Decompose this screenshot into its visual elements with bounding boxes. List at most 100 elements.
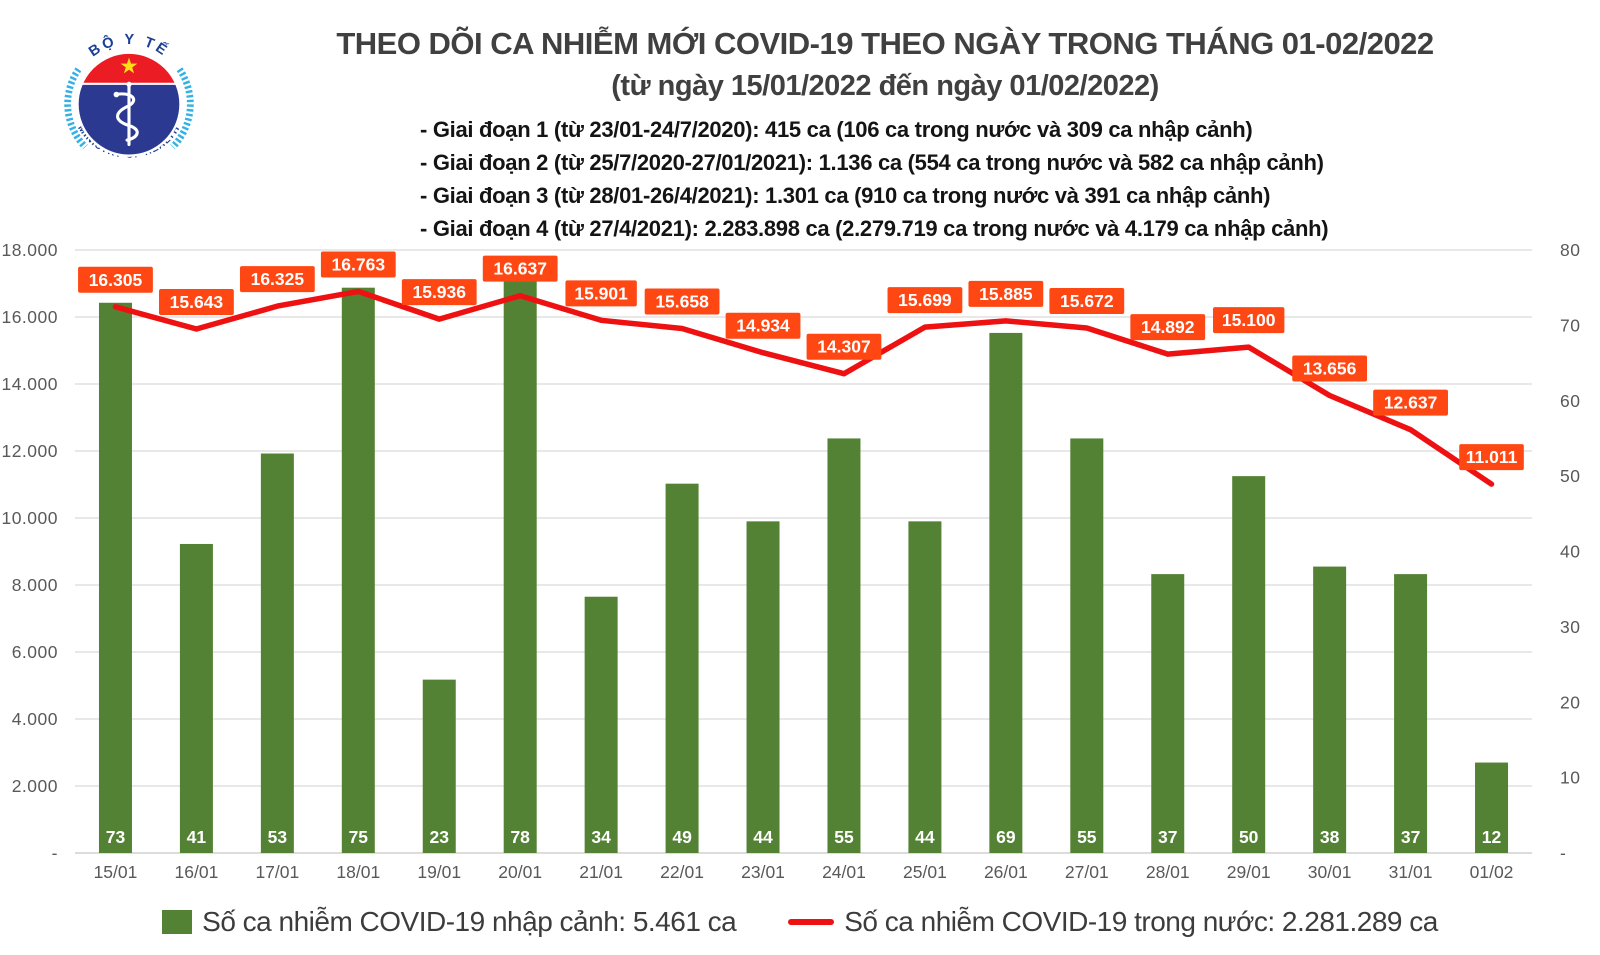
bar-series-swatch [162, 910, 193, 934]
line-value-callout [565, 280, 637, 307]
right-axis-tick-label: 50 [1560, 466, 1580, 486]
bar-value-label: 50 [1239, 827, 1259, 847]
logo-right-arc-decoration [170, 67, 194, 150]
left-axis-tick-label: 12.000 [1, 441, 58, 461]
line-value-label: 14.934 [736, 316, 790, 336]
line-value-label: 15.885 [979, 284, 1033, 304]
legend-item-imported: Số ca nhiễm COVID-19 nhập cảnh: 5.461 ca [162, 906, 737, 938]
bar-value-label: 55 [834, 827, 854, 847]
line-value-label: 13.656 [1303, 359, 1357, 379]
line-value-label: 12.637 [1384, 393, 1438, 413]
bar-imported-cases [260, 453, 294, 853]
line-value-label: 15.643 [170, 292, 224, 312]
x-axis-date-label: 23/01 [741, 862, 785, 882]
left-axis-tick-label: 8.000 [12, 575, 58, 595]
left-axis-tick-label: 14.000 [1, 374, 58, 394]
bar-value-label: 49 [672, 827, 692, 847]
legend-item-domestic: Số ca nhiễm COVID-19 trong nước: 2.281.2… [788, 906, 1438, 938]
bar-imported-cases [503, 265, 537, 853]
right-axis-tick-label: 60 [1560, 391, 1580, 411]
line-value-callout [1130, 314, 1206, 341]
bar-imported-cases [827, 438, 861, 853]
line-value-callout [968, 280, 1044, 307]
line-value-label: 16.637 [493, 259, 547, 279]
logo-left-arc-decoration [64, 67, 88, 150]
phase-4-line: - Giai đoạn 4 (từ 27/4/2021): 2.283.898 … [420, 216, 1329, 241]
bar-imported-cases [1475, 762, 1509, 853]
line-value-label: 14.892 [1141, 317, 1195, 337]
bar-value-label: 34 [591, 827, 611, 847]
bar-imported-cases [584, 596, 618, 853]
line-series-swatch [788, 919, 835, 925]
bar-imported-cases [1151, 574, 1185, 853]
x-axis-date-label: 25/01 [903, 862, 947, 882]
right-axis-tick-label: 70 [1560, 315, 1580, 335]
x-axis-date-label: 19/01 [417, 862, 461, 882]
line-value-label: 16.763 [332, 254, 386, 274]
line-value-callout [644, 288, 720, 315]
x-axis-date-label: 26/01 [984, 862, 1028, 882]
left-axis-tick-label: 6.000 [12, 642, 58, 662]
bar-value-label: 23 [430, 827, 450, 847]
line-value-callout [1373, 389, 1448, 416]
ministry-of-health-logo: BỘ Y TẾ MINISTRY OF HEALTH [64, 32, 194, 161]
right-axis-tick-label: 30 [1560, 617, 1580, 637]
page-title: THEO DÕI CA NHIỄM MỚI COVID-19 THEO NGÀY… [336, 26, 1434, 61]
star-icon [120, 57, 138, 74]
bar-imported-cases [341, 287, 375, 853]
bar-value-label: 53 [268, 827, 288, 847]
domestic-cases-line [112, 288, 1495, 487]
x-axis-date-label: 22/01 [660, 862, 704, 882]
chart-legend: Số ca nhiễm COVID-19 nhập cảnh: 5.461 ca… [0, 900, 1600, 944]
x-axis-date-label: 18/01 [336, 862, 380, 882]
line-value-callout [320, 251, 396, 278]
line-value-callout [482, 255, 558, 282]
bar-imported-cases [908, 521, 942, 853]
line-value-label: 15.100 [1222, 310, 1276, 330]
left-axis-tick-label: 2.000 [12, 776, 58, 796]
x-axis-date-label: 16/01 [175, 862, 219, 882]
bar-value-label: 69 [996, 827, 1016, 847]
bar-imported-cases [179, 543, 213, 853]
line-value-label: 16.325 [251, 269, 305, 289]
bar-value-label: 78 [510, 827, 530, 847]
x-axis-date-label: 28/01 [1146, 862, 1190, 882]
bar-imported-cases [1394, 574, 1428, 853]
line-value-callout [1049, 287, 1125, 314]
left-axis-tick-label: 16.000 [1, 307, 58, 327]
asclepius-staff-icon [113, 81, 139, 146]
bar-value-label: 37 [1401, 827, 1420, 847]
legend-domestic-label: Số ca nhiễm COVID-19 trong nước: 2.281.2… [844, 906, 1438, 937]
bar-imported-cases [98, 302, 132, 853]
line-value-callout [401, 279, 477, 306]
covid-daily-chart: 18.000 16.000 14.000 12.000 10.000 8.000 6.000… [1, 240, 1580, 882]
line-value-label: 11.011 [1466, 447, 1518, 467]
bar-imported-cases [1313, 566, 1347, 853]
x-axis-date-label: 15/01 [94, 862, 138, 882]
bar-value-label: 73 [106, 827, 126, 847]
phase-2-line: - Giai đoạn 2 (từ 25/7/2020-27/01/2021):… [420, 150, 1324, 175]
line-value-label: 15.901 [574, 283, 628, 303]
line-value-label: 15.658 [655, 291, 709, 311]
x-axis-date-label: 20/01 [498, 862, 542, 882]
left-axis-tick-label: 18.000 [1, 240, 58, 260]
bar-value-label: 41 [187, 827, 207, 847]
line-value-callout [239, 266, 315, 293]
right-axis-tick-label: 10 [1560, 768, 1580, 788]
line-value-label: 15.672 [1060, 291, 1114, 311]
line-value-callout [159, 288, 234, 315]
bar-value-label: 37 [1158, 827, 1177, 847]
bar-imported-cases [989, 332, 1023, 854]
x-axis-date-label: 27/01 [1065, 862, 1109, 882]
line-value-callout [806, 333, 882, 360]
line-value-callout [725, 312, 801, 339]
x-axis-date-label: 24/01 [822, 862, 866, 882]
line-value-callout [1212, 307, 1285, 334]
phase-1-line: - Giai đoạn 1 (từ 23/01-24/7/2020): 415 … [420, 117, 1253, 142]
bar-value-label: 75 [349, 827, 369, 847]
x-axis-date-label: 21/01 [579, 862, 623, 882]
bar-imported-cases [1232, 476, 1266, 853]
right-axis-tick-label: - [1560, 843, 1566, 863]
line-value-label: 16.305 [89, 270, 143, 290]
bar-imported-cases [422, 679, 456, 853]
